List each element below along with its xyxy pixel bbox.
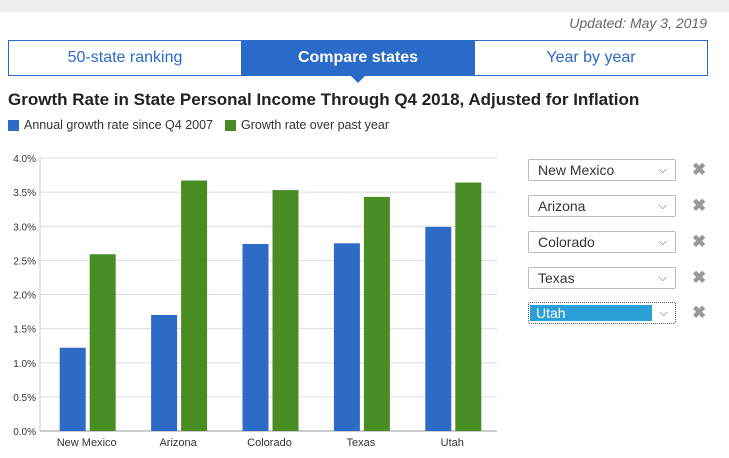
selector-row: Colorado ⌵ ✖	[528, 230, 718, 254]
bar-chart: 0.0% 0.5% 1.0% 1.5% 2.0% 2.5% 3.0% 3.5% 4.0% New …	[13, 154, 497, 449]
select-value: Texas	[538, 270, 575, 286]
y-tick-label: 3.0%	[13, 222, 36, 233]
legend-item-past-year: Growth rate over past year	[225, 118, 389, 132]
tab-bar: 50-state ranking Compare states Year by …	[8, 40, 708, 83]
y-tick-label: 3.5%	[13, 188, 36, 199]
bar-past-year-new-mexico	[89, 254, 116, 431]
tab-compare-states[interactable]: Compare states	[242, 41, 475, 83]
chart-title: Growth Rate in State Personal Income Thr…	[8, 90, 640, 109]
chevron-down-icon: ⌵	[658, 199, 667, 212]
select-value: Colorado	[538, 234, 595, 250]
close-icon[interactable]: ✖	[692, 232, 707, 251]
selector-row: Utah ⌵ ✖	[528, 301, 718, 325]
y-tick-label: 1.5%	[13, 325, 36, 336]
chevron-down-icon: ⌵	[658, 163, 667, 176]
legend-label: Growth rate over past year	[241, 118, 389, 132]
y-tick-label: 0.0%	[13, 427, 36, 438]
state-select-1[interactable]: New Mexico ⌵	[528, 159, 676, 181]
bar-past-year-colorado	[272, 190, 299, 431]
tab-year-by-year[interactable]: Year by year	[475, 41, 707, 75]
bar-annual-utah	[425, 226, 452, 431]
top-bar	[0, 0, 729, 12]
selector-row: New Mexico ⌵ ✖	[528, 158, 718, 182]
state-select-2[interactable]: Arizona ⌵	[528, 195, 676, 217]
y-tick-label: 1.0%	[13, 359, 36, 370]
bar-past-year-utah	[455, 182, 482, 431]
selector-row: Arizona ⌵ ✖	[528, 194, 718, 218]
y-tick-label: 4.0%	[13, 154, 36, 165]
close-icon[interactable]: ✖	[692, 268, 707, 287]
x-tick-label: Utah	[441, 437, 464, 449]
bar-annual-colorado	[242, 243, 269, 431]
bar-past-year-arizona	[181, 180, 208, 431]
x-tick-label: Arizona	[159, 437, 197, 449]
chevron-down-icon: ⌵	[659, 306, 668, 319]
state-select-3[interactable]: Colorado ⌵	[528, 231, 676, 253]
bar-annual-new-mexico	[59, 347, 86, 431]
select-value: New Mexico	[538, 162, 615, 178]
y-tick-label: 2.5%	[13, 256, 36, 267]
state-select-5[interactable]: Utah ⌵	[528, 302, 676, 324]
legend-swatch-blue	[8, 119, 19, 131]
x-tick-label: New Mexico	[57, 437, 117, 449]
x-tick-label: Texas	[347, 437, 376, 449]
tab-label: 50-state ranking	[67, 49, 183, 66]
chart-legend: Annual growth rate since Q4 2007 Growth …	[8, 118, 389, 132]
updated-date: Updated: May 3, 2019	[569, 15, 707, 31]
y-tick-label: 0.5%	[13, 393, 36, 404]
close-icon[interactable]: ✖	[692, 303, 707, 322]
close-icon[interactable]: ✖	[692, 196, 707, 215]
bar-annual-arizona	[151, 314, 178, 431]
close-icon[interactable]: ✖	[692, 160, 707, 179]
y-tick-label: 2.0%	[13, 291, 36, 302]
tab-50-state-ranking[interactable]: 50-state ranking	[9, 41, 242, 75]
chevron-down-icon: ⌵	[658, 235, 667, 248]
select-value: Arizona	[538, 198, 586, 214]
tab-label: Compare states	[297, 49, 419, 66]
legend-label: Annual growth rate since Q4 2007	[24, 118, 214, 132]
selector-row: Texas ⌵ ✖	[528, 266, 718, 290]
bar-annual-texas	[333, 243, 360, 431]
select-value: Utah	[530, 305, 652, 321]
bar-past-year-texas	[363, 196, 390, 431]
tab-label: Year by year	[546, 49, 636, 66]
legend-swatch-green	[225, 119, 237, 131]
chevron-down-icon: ⌵	[658, 271, 667, 284]
legend-item-annual: Annual growth rate since Q4 2007	[8, 118, 213, 132]
state-select-4[interactable]: Texas ⌵	[528, 267, 676, 289]
x-tick-label: Colorado	[247, 437, 292, 449]
